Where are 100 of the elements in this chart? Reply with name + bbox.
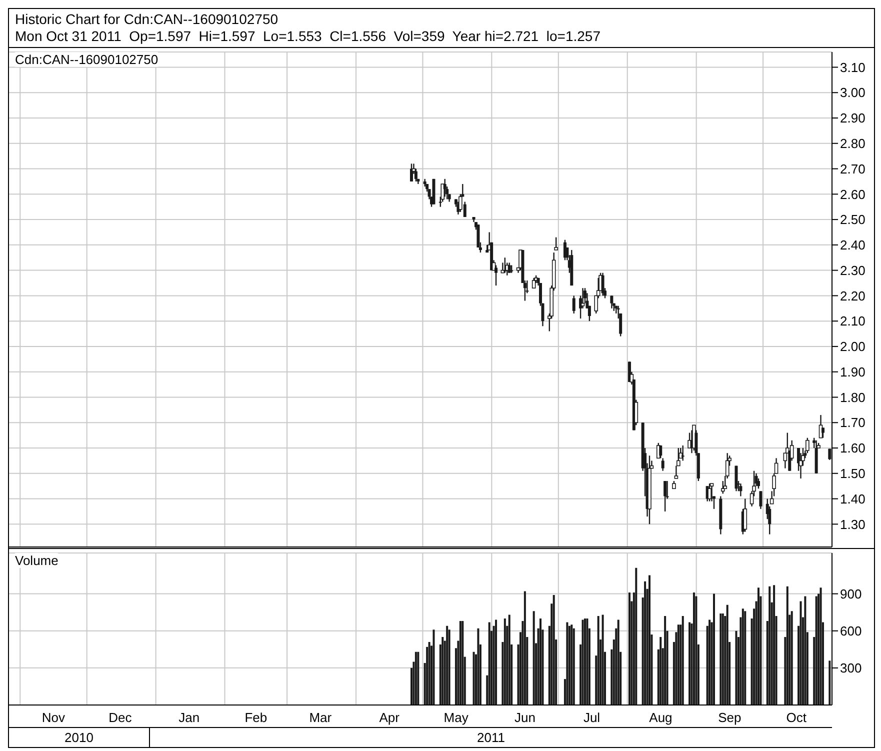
- bar: [735, 630, 738, 705]
- bar: [726, 604, 728, 705]
- bar: [786, 586, 788, 705]
- bar: [586, 618, 588, 705]
- candlestick: [443, 178, 446, 198]
- annotation: Volume: [15, 553, 58, 568]
- annotation: Cdn:CAN--16090102750: [15, 52, 158, 67]
- bar: [459, 620, 462, 705]
- candlestick: [554, 236, 558, 251]
- bar: [508, 614, 510, 705]
- candlestick: [806, 437, 810, 454]
- y-tick-label: 2.30: [840, 262, 866, 278]
- y-tick-label: 1.80: [840, 390, 866, 405]
- y-tick-label: 2.10: [840, 314, 866, 329]
- x-tick-label: May: [444, 710, 469, 726]
- bar: [713, 594, 715, 705]
- bar: [660, 637, 662, 705]
- bar: [688, 622, 691, 705]
- bar: [568, 626, 570, 705]
- x-tick-label: Jun: [514, 710, 536, 726]
- bar: [628, 592, 630, 705]
- bar: [432, 630, 435, 705]
- candlestick: [494, 264, 498, 286]
- bar: [582, 620, 584, 705]
- bar: [446, 626, 448, 705]
- y-tick-label: 3.00: [840, 85, 866, 100]
- bar: [644, 581, 646, 705]
- bar: [417, 652, 420, 705]
- bar: [682, 616, 684, 705]
- x-tick-label: Mar: [309, 710, 332, 726]
- y-tick-label: 2.50: [840, 212, 866, 228]
- candlestick: [458, 194, 462, 213]
- text: 2010: [9, 728, 150, 747]
- bar: [695, 596, 698, 705]
- candlestick: [572, 295, 576, 314]
- candlestick: [812, 437, 816, 449]
- bar: [664, 616, 666, 705]
- x-tick-label: Feb: [244, 710, 268, 726]
- candlestick: [678, 447, 683, 459]
- candlestick: [659, 444, 662, 459]
- x-tick-label: Oct: [786, 710, 807, 726]
- bar: [532, 611, 535, 705]
- bar: [552, 595, 555, 705]
- candlestick: [664, 480, 667, 512]
- bar: [602, 614, 604, 705]
- x-tick-label: Aug: [649, 710, 672, 726]
- bar: [635, 568, 638, 705]
- bar: [648, 575, 650, 705]
- x-tick-label: Apr: [379, 710, 400, 726]
- bar: [720, 614, 722, 705]
- bar: [820, 588, 822, 705]
- candlestick: [532, 277, 536, 289]
- bar: [566, 622, 568, 705]
- bar: [448, 630, 450, 705]
- y-tick-label: 1.60: [840, 440, 866, 456]
- candlestick: [588, 305, 591, 322]
- y-tick-label: 2.60: [840, 186, 866, 202]
- y-tick-label: 2.80: [840, 136, 866, 151]
- bar: [572, 628, 575, 705]
- bar: [477, 628, 480, 705]
- bar: [804, 596, 806, 705]
- bar: [790, 611, 793, 705]
- y-tick-label: 2.20: [840, 288, 866, 304]
- bar: [617, 620, 620, 705]
- candlestick: [708, 482, 712, 502]
- y-tick-label: 900: [840, 586, 862, 602]
- bar: [692, 592, 695, 705]
- bar: [768, 586, 771, 705]
- text: 2011: [476, 729, 506, 747]
- bar: [722, 614, 724, 705]
- bar: [524, 591, 526, 705]
- bar: [462, 620, 464, 705]
- bar: [504, 618, 506, 705]
- y-tick-label: 1.50: [840, 466, 866, 481]
- bar: [414, 652, 417, 705]
- bar: [428, 642, 430, 705]
- bar: [744, 611, 746, 705]
- bar: [828, 660, 831, 705]
- bar: [584, 618, 586, 705]
- bar: [708, 620, 711, 705]
- bar: [570, 624, 573, 705]
- x-tick-label: Nov: [42, 710, 66, 726]
- candlestick: [681, 444, 684, 462]
- bar: [597, 616, 600, 705]
- y-tick-label: 2.70: [840, 161, 866, 176]
- y-tick-label: 1.90: [840, 364, 866, 380]
- bar: [677, 624, 680, 705]
- bar: [800, 601, 802, 705]
- y-tick-label: 300: [840, 660, 862, 676]
- y-tick-label: 2.90: [840, 110, 866, 126]
- y-tick-label: 1.40: [840, 491, 866, 506]
- bar: [773, 585, 776, 705]
- chart-title: Historic Chart for Cdn:CAN--16090102750: [15, 11, 280, 28]
- candlestick: [610, 295, 614, 309]
- y-tick-label: 1.30: [840, 516, 866, 532]
- y-tick-label: 1.70: [840, 415, 866, 430]
- bar: [742, 608, 744, 705]
- candlestick: [821, 427, 824, 438]
- bar: [488, 622, 490, 705]
- bar: [757, 588, 760, 705]
